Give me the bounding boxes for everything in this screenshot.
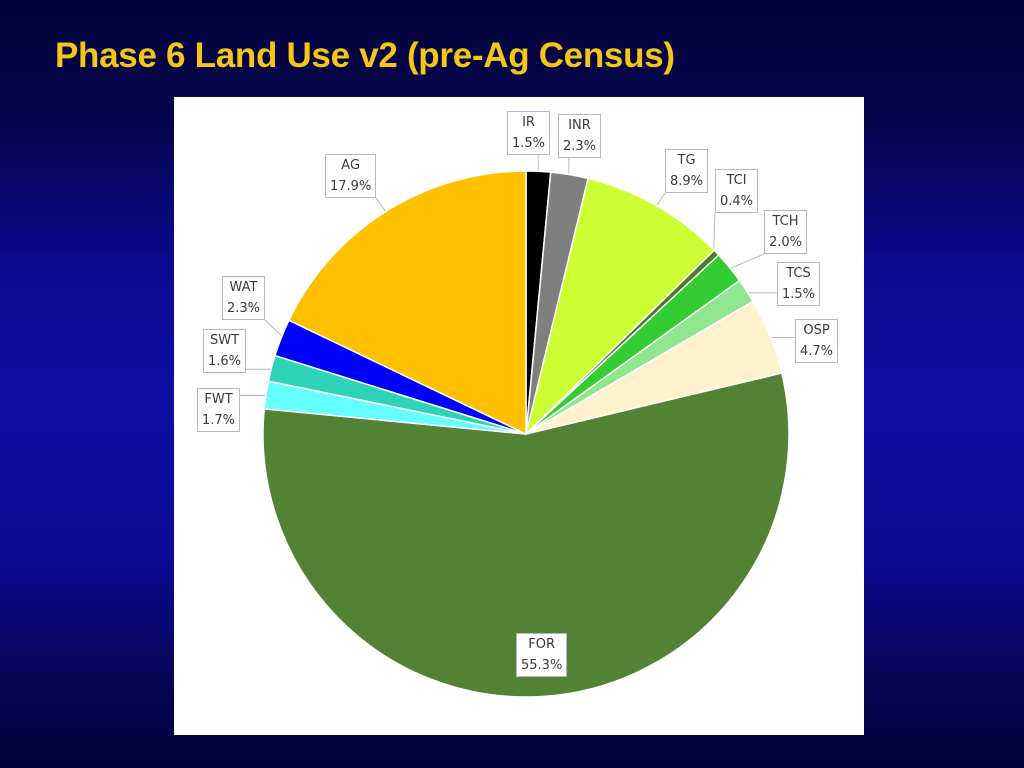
pie-slices: [262, 170, 790, 698]
slice-label-tci: TCI 0.4%: [715, 169, 759, 213]
slice-label-name: FOR: [528, 637, 556, 652]
slice-label-name: TG: [677, 153, 696, 168]
slice-label-value: 2.3%: [227, 301, 261, 316]
slice-label-value: 1.5%: [512, 136, 546, 151]
slice-label-value: 8.9%: [670, 174, 704, 189]
slice-label-value: 2.0%: [769, 235, 803, 250]
pie-slice-for: [262, 372, 790, 698]
pie-slice-ag: [287, 170, 527, 436]
slice-label-tg: TG 8.9%: [665, 149, 709, 193]
slice-label-value: 0.4%: [720, 194, 754, 209]
slice-label-value: 17.9%: [330, 179, 372, 194]
slice-label-ag: AG 17.9%: [325, 154, 377, 198]
slide-title: Phase 6 Land Use v2 (pre-Ag Census): [55, 36, 675, 75]
slice-label-value: 1.7%: [202, 413, 236, 428]
slice-label-tch: TCH 2.0%: [764, 210, 808, 254]
slice-label-name: IR: [522, 115, 535, 130]
slice-label-name: INR: [568, 118, 591, 133]
slice-label-name: TCH: [772, 214, 799, 229]
chart-panel: IR 1.5% INR 2.3% TG 8.9% TCI 0.4% TCH 2.0% TCS 1.5%…: [174, 97, 864, 735]
slice-label-value: 4.7%: [800, 344, 834, 359]
slice-label-name: WAT: [229, 280, 258, 295]
slice-label-name: FWT: [204, 392, 233, 407]
slice-label-osp: OSP 4.7%: [795, 319, 839, 363]
pie-slice-tg: [524, 177, 716, 437]
slice-label-value: 55.3%: [521, 658, 563, 673]
slice-label-tcs: TCS 1.5%: [777, 262, 821, 306]
slice-label-swt: SWT 1.6%: [203, 329, 247, 373]
slice-label-name: OSP: [803, 323, 830, 338]
slice-label-wat: WAT 2.3%: [222, 276, 266, 320]
slice-label-name: SWT: [209, 333, 240, 348]
slice-label-inr: INR 2.3%: [558, 114, 602, 158]
slice-label-value: 1.5%: [782, 287, 816, 302]
slice-label-value: 1.6%: [208, 354, 242, 369]
leader-line-tch: [726, 253, 765, 271]
slice-label-ir: IR 1.5%: [507, 111, 551, 155]
slice-label-name: AG: [341, 158, 361, 173]
slice-label-fwt: FWT 1.7%: [197, 388, 241, 432]
pie-chart: [240, 155, 795, 698]
leader-line-tci: [713, 212, 716, 256]
slice-label-name: TCI: [726, 173, 747, 188]
slice-label-for: FOR 55.3%: [516, 633, 568, 677]
slice-label-value: 2.3%: [563, 139, 597, 154]
slice-label-name: TCS: [786, 266, 811, 281]
